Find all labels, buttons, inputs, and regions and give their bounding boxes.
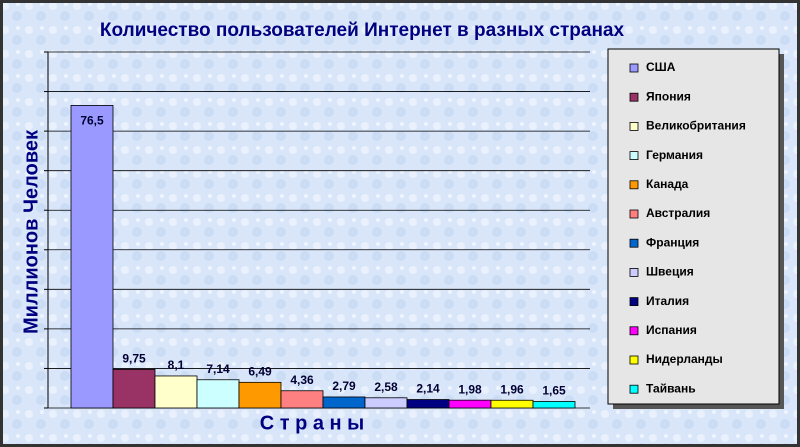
- legend-swatch: [629, 63, 639, 73]
- legend-swatch: [629, 355, 639, 365]
- value-label: 7,14: [206, 362, 230, 376]
- legend-label: Швеция: [646, 265, 694, 279]
- bar: [70, 105, 114, 409]
- legend-label: Великобритания: [646, 119, 746, 133]
- value-label: 8,1: [168, 358, 185, 372]
- legend-swatch: [629, 326, 639, 336]
- legend-label: Испания: [646, 323, 697, 337]
- x-axis-title: С т р а н ы: [260, 412, 365, 434]
- legend-swatch: [629, 238, 639, 248]
- chart-title: Количество пользователей Интернет в разн…: [100, 20, 625, 41]
- value-label: 76,5: [80, 114, 104, 128]
- value-label: 2,79: [332, 379, 356, 393]
- legend-label: Канада: [646, 177, 689, 191]
- legend-swatch: [629, 92, 639, 102]
- value-label: 1,96: [500, 382, 524, 396]
- legend-swatch: [629, 297, 639, 307]
- legend-label: Австралия: [646, 206, 710, 220]
- legend: [607, 48, 780, 405]
- value-label: 9,75: [122, 352, 146, 366]
- bar: [448, 399, 492, 409]
- legend-label: Тайвань: [646, 381, 696, 395]
- legend-swatch: [629, 122, 639, 131]
- legend-label: Япония: [646, 89, 691, 103]
- legend-label: США: [646, 60, 676, 74]
- bar: [490, 399, 534, 409]
- value-label: 2,58: [374, 380, 398, 394]
- value-label: 6,49: [248, 365, 272, 379]
- legend-swatch: [629, 209, 639, 219]
- bar: [196, 379, 240, 409]
- bar: [406, 399, 450, 409]
- legend-label: Нидерланды: [646, 352, 723, 366]
- value-label: 4,36: [290, 373, 314, 387]
- legend-label: Германия: [646, 148, 703, 162]
- bar: [532, 401, 576, 409]
- legend-swatch: [629, 180, 639, 190]
- bar: [238, 381, 282, 409]
- bar: [322, 396, 366, 409]
- legend-label: Франция: [646, 235, 699, 249]
- bar: [112, 369, 156, 409]
- bar: [154, 375, 198, 409]
- bar: [280, 390, 324, 409]
- legend-swatch: [629, 151, 639, 161]
- bar: [364, 397, 408, 409]
- legend-swatch: [629, 267, 639, 277]
- y-axis-title: Миллионов Человек: [20, 129, 42, 334]
- value-label: 1,65: [542, 384, 566, 398]
- legend-label: Италия: [646, 294, 689, 308]
- legend-swatch: [629, 384, 639, 394]
- value-label: 1,98: [458, 382, 482, 396]
- value-label: 2,14: [416, 382, 440, 396]
